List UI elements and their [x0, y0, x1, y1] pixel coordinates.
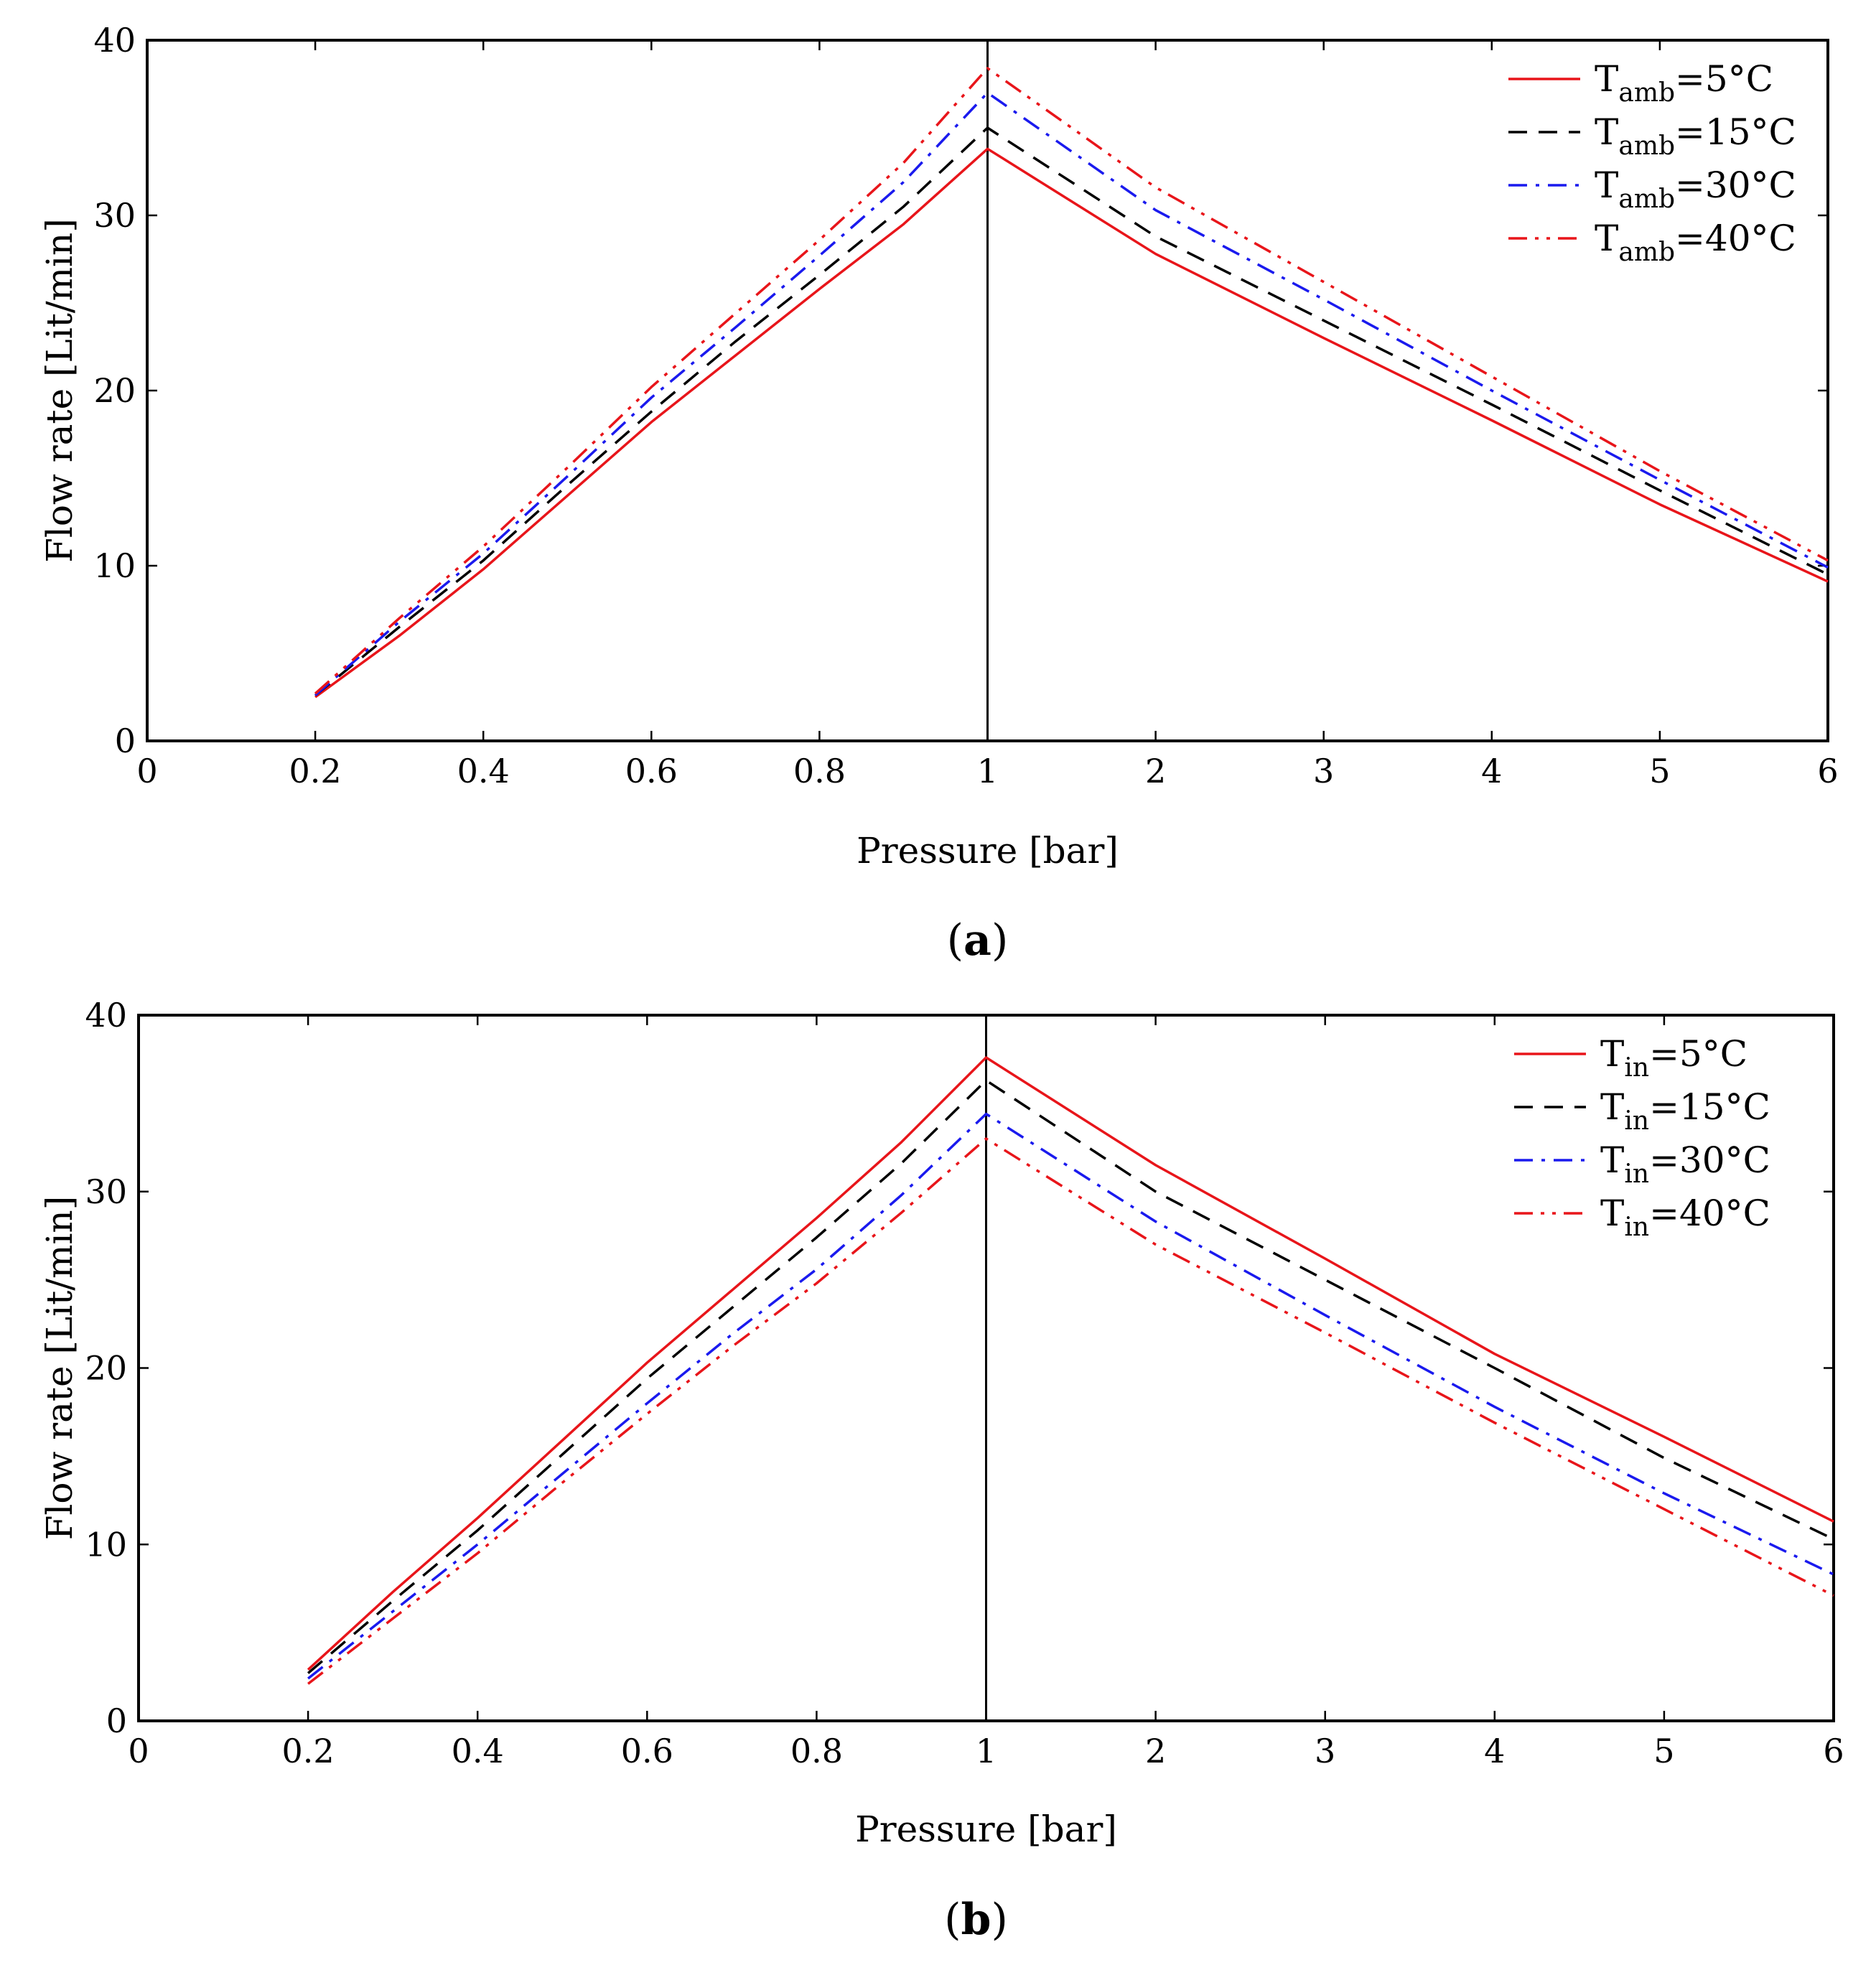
- legend-base: T: [1595, 164, 1618, 206]
- legend-subscript: in: [1624, 1159, 1649, 1189]
- y-tick-label: 0: [106, 1701, 127, 1740]
- x-tick-label: 0.6: [621, 1732, 673, 1770]
- legend-subscript: in: [1624, 1053, 1649, 1083]
- y-axis-label: Flow rate [Lit/min]: [39, 1196, 80, 1541]
- y-tick-label: 30: [93, 196, 136, 235]
- x-tick-label: 5: [1649, 752, 1670, 790]
- legend-subscript: amb: [1618, 131, 1675, 161]
- legend-base: T: [1600, 1033, 1624, 1075]
- legend-base: T: [1595, 218, 1618, 259]
- panel-caption: (b): [944, 1895, 1008, 1945]
- legend-base: T: [1600, 1139, 1624, 1181]
- x-tick-label: 0.8: [793, 752, 846, 790]
- legend-subscript: amb: [1618, 185, 1675, 214]
- x-tick-label: 5: [1653, 1732, 1674, 1770]
- legend-entry-1: Tamb=15°C: [1595, 111, 1796, 161]
- y-tick-label: 20: [85, 1349, 127, 1388]
- y-axis-label: Flow rate [Lit/min]: [39, 218, 80, 563]
- legend-entry-0: Tamb=5°C: [1595, 58, 1773, 108]
- legend-entry-2: Tin=30°C: [1600, 1139, 1770, 1189]
- series-line-2: [307, 1112, 1834, 1680]
- legend-suffix: =40°C: [1649, 1192, 1770, 1234]
- series-line-1: [314, 126, 1829, 696]
- x-tick-label: 2: [1145, 752, 1166, 790]
- legend-subscript: in: [1624, 1106, 1649, 1136]
- series-line-2: [314, 91, 1829, 696]
- y-tick-label: 10: [85, 1525, 127, 1564]
- legend-base: T: [1595, 111, 1618, 153]
- chart-panel-a: 0 0.2 0.4 0.6 0.8 1 2 3 4 5 6010203040Tamb=5°CTamb…: [39, 21, 1839, 966]
- legend-entry-2: Tamb=30°C: [1595, 164, 1796, 214]
- x-tick-label: 6: [1823, 1732, 1844, 1770]
- legend-entry-0: Tin=5°C: [1600, 1033, 1747, 1083]
- panel-caption: (a): [947, 915, 1009, 966]
- y-tick-label: 40: [93, 21, 136, 60]
- series-line-1: [307, 1079, 1834, 1674]
- y-tick-label: 40: [85, 996, 127, 1035]
- caption-letter: a: [963, 915, 991, 966]
- legend-subscript: amb: [1618, 238, 1675, 267]
- x-tick-label: 0.4: [452, 1732, 504, 1770]
- legend-entry-1: Tin=15°C: [1600, 1086, 1770, 1136]
- x-tick-label: 2: [1145, 1732, 1166, 1770]
- series-line-0: [314, 147, 1829, 699]
- legend-suffix: =15°C: [1649, 1086, 1770, 1128]
- x-tick-label: 4: [1481, 752, 1502, 790]
- caption-open: (: [947, 915, 963, 966]
- x-tick-label: 0: [136, 752, 157, 790]
- y-tick-label: 0: [115, 722, 136, 760]
- series-line-3: [314, 67, 1829, 695]
- legend-entry-3: Tamb=40°C: [1595, 218, 1796, 267]
- legend-subscript: in: [1624, 1213, 1649, 1242]
- x-tick-label: 0.8: [790, 1732, 843, 1770]
- legend-base: T: [1600, 1192, 1624, 1234]
- chart-panel-b: 0 0.2 0.4 0.6 0.8 1 2 3 4 5 6010203040Tin=5°CTin=1…: [39, 996, 1844, 1945]
- legend-suffix: =40°C: [1675, 218, 1796, 259]
- legend-base: T: [1600, 1086, 1624, 1128]
- series-line-0: [307, 1056, 1834, 1671]
- legend-base: T: [1595, 58, 1618, 100]
- x-tick-label: 3: [1315, 1732, 1335, 1770]
- x-axis-label: Pressure [bar]: [857, 830, 1119, 872]
- x-tick-label: 0.4: [457, 752, 510, 790]
- legend-suffix: =30°C: [1649, 1139, 1770, 1181]
- x-tick-label: 1: [977, 752, 998, 790]
- legend-suffix: =5°C: [1675, 58, 1773, 100]
- series-line-3: [307, 1137, 1834, 1685]
- legend-suffix: =30°C: [1675, 164, 1796, 206]
- caption-letter: b: [961, 1895, 991, 1945]
- x-axis-label: Pressure [bar]: [855, 1808, 1117, 1850]
- legend-suffix: =15°C: [1675, 111, 1796, 153]
- legend-suffix: =5°C: [1649, 1033, 1747, 1075]
- y-tick-label: 20: [93, 371, 136, 410]
- x-tick-label: 0.6: [625, 752, 678, 790]
- x-tick-label: 3: [1313, 752, 1334, 790]
- caption-close: ): [991, 1895, 1007, 1945]
- x-tick-label: 0.2: [289, 752, 342, 790]
- x-tick-label: 0.2: [282, 1732, 335, 1770]
- legend-subscript: amb: [1618, 78, 1675, 108]
- x-tick-label: 1: [976, 1732, 997, 1770]
- x-tick-label: 6: [1817, 752, 1838, 790]
- x-tick-label: 0: [128, 1732, 149, 1770]
- y-tick-label: 30: [85, 1172, 127, 1211]
- caption-open: (: [944, 1895, 961, 1945]
- legend-entry-3: Tin=40°C: [1600, 1192, 1770, 1242]
- caption-close: ): [991, 915, 1008, 966]
- y-tick-label: 10: [93, 546, 136, 585]
- x-tick-label: 4: [1484, 1732, 1505, 1770]
